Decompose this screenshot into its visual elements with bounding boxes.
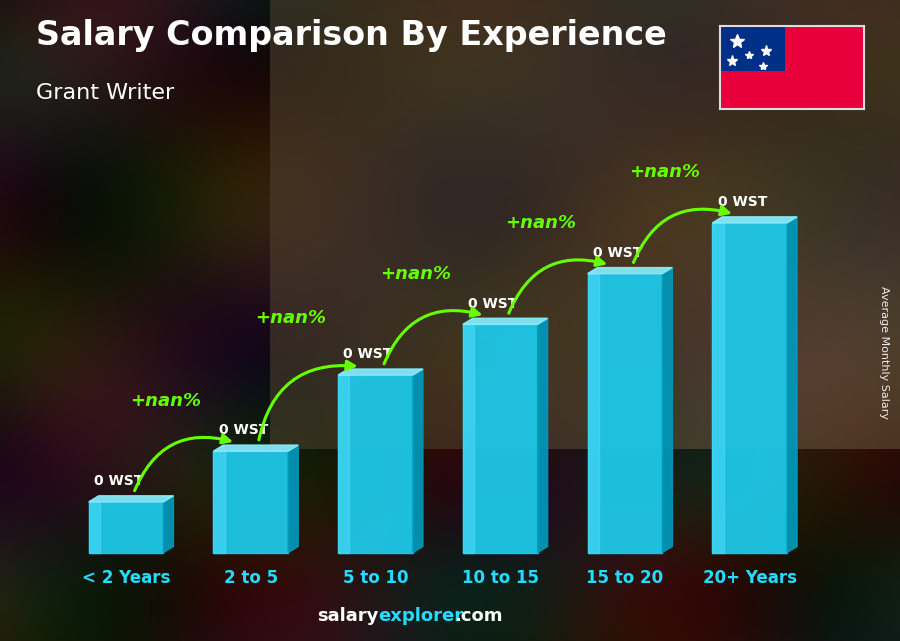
Polygon shape — [213, 445, 298, 451]
Text: 0 WST: 0 WST — [219, 424, 268, 437]
Polygon shape — [213, 451, 225, 553]
Text: 0 WST: 0 WST — [717, 196, 767, 209]
Polygon shape — [89, 502, 164, 553]
Text: 0 WST: 0 WST — [593, 246, 643, 260]
Text: 0 WST: 0 WST — [468, 297, 518, 311]
Polygon shape — [413, 369, 423, 553]
Polygon shape — [712, 223, 724, 553]
Polygon shape — [463, 319, 547, 324]
Polygon shape — [712, 217, 797, 223]
Text: explorer: explorer — [378, 607, 464, 625]
Polygon shape — [338, 375, 413, 553]
Polygon shape — [537, 319, 547, 553]
Polygon shape — [712, 223, 788, 553]
Text: +nan%: +nan% — [380, 265, 451, 283]
Text: +nan%: +nan% — [629, 163, 700, 181]
Text: 0 WST: 0 WST — [94, 474, 143, 488]
Polygon shape — [89, 495, 174, 502]
Text: Grant Writer: Grant Writer — [36, 83, 175, 103]
Text: Salary Comparison By Experience: Salary Comparison By Experience — [36, 19, 667, 52]
Text: .com: .com — [454, 607, 503, 625]
Polygon shape — [588, 267, 672, 274]
Text: salary: salary — [317, 607, 378, 625]
Text: 0 WST: 0 WST — [343, 347, 392, 362]
Polygon shape — [463, 324, 474, 553]
Text: +nan%: +nan% — [130, 392, 202, 410]
Polygon shape — [288, 445, 298, 553]
Polygon shape — [463, 324, 537, 553]
Polygon shape — [164, 495, 174, 553]
Text: +nan%: +nan% — [505, 214, 576, 232]
Polygon shape — [213, 451, 288, 553]
Polygon shape — [338, 375, 349, 553]
Polygon shape — [89, 502, 100, 553]
Polygon shape — [338, 369, 423, 375]
Polygon shape — [588, 274, 598, 553]
Polygon shape — [662, 267, 672, 553]
Bar — [720, 26, 785, 71]
Polygon shape — [788, 217, 797, 553]
Text: +nan%: +nan% — [256, 309, 326, 327]
Polygon shape — [588, 274, 662, 553]
Text: Average Monthly Salary: Average Monthly Salary — [879, 286, 889, 419]
